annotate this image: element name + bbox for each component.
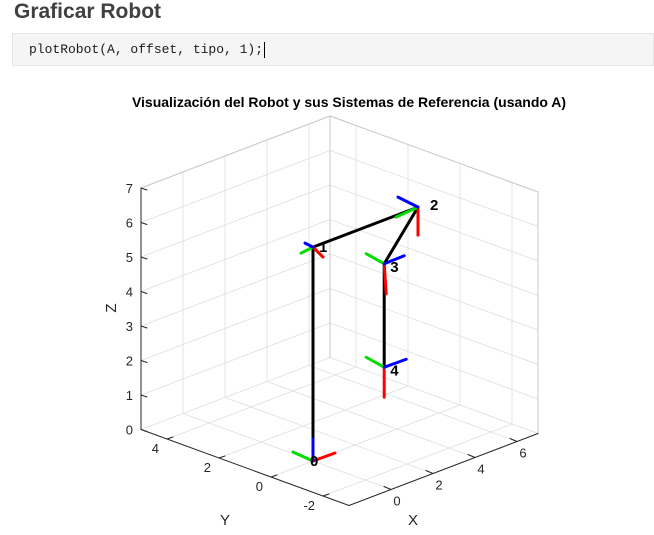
- y-tick-mark: [218, 455, 226, 459]
- reference-frames: [291, 195, 420, 463]
- frame-x-axis: [382, 262, 388, 296]
- grid-line: [308, 365, 518, 442]
- x-tick-label: 0: [393, 494, 400, 509]
- frame-z-axis: [303, 241, 315, 249]
- z-tick-label: 6: [126, 216, 133, 231]
- tick-layer: 0 1 2 3 4 5 6 7 -2 0 2 4 0 2 4 6: [126, 181, 527, 513]
- y-axis-line: [140, 429, 350, 506]
- grid-line: [322, 423, 513, 497]
- y-axis-label: Y: [220, 512, 230, 529]
- y-tick-mark: [166, 436, 174, 440]
- grid-layer: [140, 115, 539, 497]
- box-edge: [140, 115, 331, 189]
- frame-y-axis: [364, 355, 386, 369]
- y-tick-label: 4: [152, 441, 159, 456]
- grid-line: [329, 184, 539, 262]
- grid-line: [329, 288, 539, 365]
- z-tick-mark: [140, 360, 148, 363]
- joint-label: 4: [390, 362, 399, 379]
- grid-line: [140, 150, 331, 223]
- y-tick-label: -2: [303, 498, 315, 513]
- z-tick-mark: [140, 429, 148, 432]
- z-tick-label: 0: [126, 423, 133, 438]
- x-tick-mark: [383, 486, 392, 490]
- grid-line: [270, 404, 461, 478]
- code-text: plotRobot(A, offset, tipo, 1);: [29, 42, 264, 57]
- grid-line: [266, 381, 476, 458]
- grid-line: [140, 357, 331, 430]
- x-tick-label: 2: [435, 478, 442, 493]
- grid-line: [166, 366, 357, 440]
- grid-line: [140, 219, 331, 292]
- x-tick-label: 4: [477, 462, 484, 477]
- z-tick-mark: [140, 187, 148, 191]
- z-tick-mark: [140, 325, 148, 329]
- y-tick-mark: [322, 493, 330, 497]
- z-tick-mark: [140, 394, 148, 398]
- joint-label: 1: [319, 239, 327, 256]
- frame-z-axis: [382, 357, 408, 369]
- y-tick-label: 0: [256, 479, 263, 494]
- frame-x-axis: [311, 245, 325, 259]
- robot-link: [382, 205, 420, 266]
- axes-layer: [140, 187, 539, 506]
- grid-line: [140, 322, 331, 396]
- frame-y-axis: [299, 245, 315, 255]
- grid-line: [140, 288, 331, 361]
- frame-y-axis: [291, 450, 315, 463]
- code-line[interactable]: plotRobot(A, offset, tipo, 1);: [29, 42, 266, 58]
- grid-line: [329, 322, 539, 400]
- z-tick-label: 4: [126, 285, 133, 300]
- plot-title: Visualización del Robot y sus Sistemas d…: [132, 94, 566, 110]
- frame-x-axis: [311, 451, 337, 463]
- frame-z-axis: [396, 195, 420, 209]
- plot-svg[interactable]: Visualización del Robot y sus Sistemas d…: [86, 86, 654, 535]
- grid-line: [329, 150, 539, 227]
- z-tick-mark: [140, 291, 148, 294]
- grid-line: [329, 253, 539, 331]
- frame-y-axis: [394, 205, 420, 219]
- grid-line: [224, 397, 434, 474]
- frame-z-axis: [382, 254, 406, 266]
- grid-line: [329, 219, 539, 296]
- joint-label: 0: [310, 453, 318, 470]
- frame-y-axis: [364, 252, 386, 266]
- code-editor[interactable]: plotRobot(A, offset, tipo, 1);: [12, 33, 654, 66]
- plot-figure[interactable]: Visualización del Robot y sus Sistemas d…: [86, 86, 654, 535]
- y-tick-label: 2: [204, 460, 211, 475]
- z-axis-label: Z: [103, 303, 120, 312]
- text-cursor: [264, 42, 266, 58]
- joint-label: 3: [390, 259, 398, 276]
- x-tick-mark: [425, 470, 434, 474]
- section-title: Graficar Robot: [14, 0, 162, 23]
- z-tick-label: 1: [126, 388, 133, 403]
- z-tick-mark: [140, 222, 148, 225]
- z-tick-label: 3: [126, 319, 133, 334]
- x-axis-line: [348, 433, 539, 506]
- grid-line: [329, 357, 539, 434]
- z-tick-label: 7: [126, 181, 133, 196]
- joint-label: 2: [430, 197, 438, 214]
- box-edge: [329, 115, 539, 193]
- z-tick-label: 5: [126, 250, 133, 265]
- robot-links: [311, 205, 420, 463]
- z-tick-mark: [140, 256, 148, 260]
- joint-labels: 0 1 2 3 4: [310, 197, 438, 470]
- grid-line: [182, 413, 392, 490]
- grid-line: [140, 184, 331, 258]
- y-tick-mark: [270, 474, 278, 478]
- z-tick-label: 2: [126, 354, 133, 369]
- x-tick-mark: [467, 454, 476, 458]
- grid-line: [140, 253, 331, 327]
- x-tick-label: 6: [519, 446, 526, 461]
- x-tick-mark: [509, 438, 518, 442]
- x-axis-label: X: [408, 512, 418, 529]
